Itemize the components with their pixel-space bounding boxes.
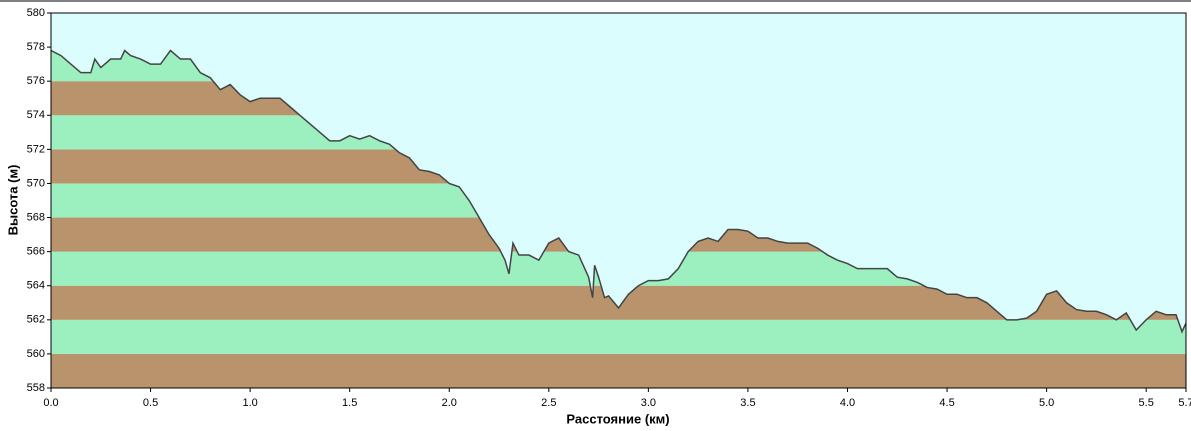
y-tick-label: 572 xyxy=(27,143,45,155)
x-tick-label: 2.5 xyxy=(541,397,556,409)
y-tick-label: 560 xyxy=(27,348,45,360)
x-tick-label: 5.5 xyxy=(1139,397,1154,409)
y-tick-label: 564 xyxy=(27,280,45,292)
plot-frame xyxy=(50,12,1187,389)
x-axis-label: Расстояние (км) xyxy=(566,411,669,426)
y-axis-label: Высота (м) xyxy=(5,165,20,236)
x-tick-label: 1.0 xyxy=(242,397,257,409)
y-tick-label: 568 xyxy=(27,211,45,223)
y-tick-label: 566 xyxy=(27,246,45,258)
y-tick-label: 562 xyxy=(27,314,45,326)
y-tick-label: 578 xyxy=(27,41,45,53)
y-tick-label: 580 xyxy=(27,7,45,19)
y-tick-label: 558 xyxy=(27,382,45,394)
x-tick-label: 4.0 xyxy=(840,397,855,409)
band xyxy=(51,319,1186,354)
x-tick-label: 3.0 xyxy=(641,397,656,409)
x-tick-label: 5.0 xyxy=(1039,397,1054,409)
x-tick-label: 0.5 xyxy=(143,397,158,409)
profile-line xyxy=(50,49,1187,334)
band xyxy=(51,353,1186,388)
x-tick-label: 3.5 xyxy=(740,397,755,409)
x-tick-label: 5.7 xyxy=(1178,397,1191,409)
x-tick-label: 1.5 xyxy=(342,397,357,409)
y-tick-label: 574 xyxy=(27,109,45,121)
y-tick-label: 570 xyxy=(27,177,45,189)
x-tick-label: 2.0 xyxy=(442,397,457,409)
x-tick-label: 4.5 xyxy=(939,397,954,409)
y-tick-label: 576 xyxy=(27,75,45,87)
x-tick-label: 0.0 xyxy=(43,397,58,409)
